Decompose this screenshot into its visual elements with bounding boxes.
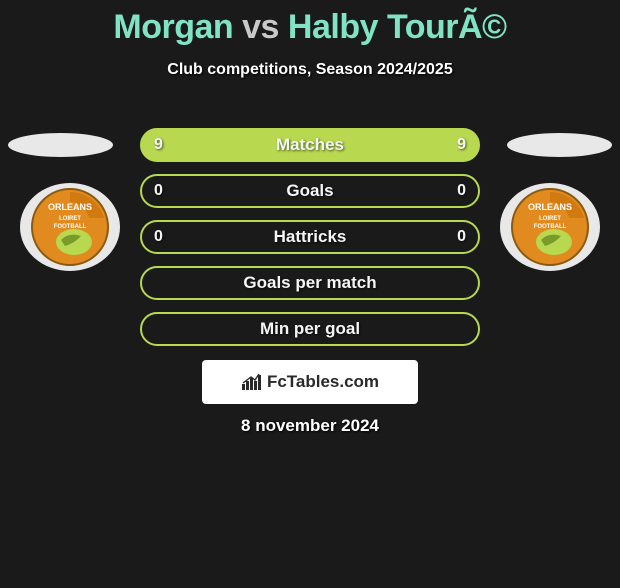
- stat-value-right: 0: [457, 228, 466, 246]
- stat-value-right: 9: [457, 136, 466, 154]
- page-title: Morgan vs Halby TourÃ©: [0, 8, 620, 47]
- svg-text:LOIRET: LOIRET: [539, 216, 561, 222]
- vs-separator: vs: [233, 8, 288, 46]
- stat-label: Hattricks: [274, 227, 347, 247]
- player2-name: Halby TourÃ©: [288, 8, 507, 46]
- svg-text:LOIRET: LOIRET: [59, 216, 81, 222]
- stats-rows: 9 Matches 9 0 Goals 0 0 Hattricks 0 Goals per mat…: [140, 128, 480, 358]
- stat-row: Min per goal: [140, 312, 480, 346]
- stat-label: Min per goal: [260, 319, 360, 339]
- svg-text:ORLEANS: ORLEANS: [528, 202, 572, 212]
- badge-bg: [500, 183, 600, 271]
- stat-row: 0 Hattricks 0: [140, 220, 480, 254]
- player1-club-badge: ORLEANS LOIRET FOOTBALL: [20, 183, 120, 271]
- badge-bg: [20, 183, 120, 271]
- svg-text:FOOTBALL: FOOTBALL: [534, 224, 567, 230]
- orleans-badge-icon: ORLEANS LOIRET FOOTBALL: [31, 188, 109, 266]
- brand-label: FcTables.com: [267, 372, 379, 392]
- subtitle: Club competitions, Season 2024/2025: [0, 61, 620, 79]
- bars-icon: [241, 373, 263, 391]
- stat-value-right: 0: [457, 182, 466, 200]
- player1-name: Morgan: [113, 8, 233, 46]
- player1-avatar-placeholder: [8, 133, 113, 157]
- stat-row: 0 Goals 0: [140, 174, 480, 208]
- player2-club-badge: ORLEANS LOIRET FOOTBALL: [500, 183, 600, 271]
- svg-text:FOOTBALL: FOOTBALL: [54, 224, 87, 230]
- stat-label: Goals per match: [243, 273, 376, 293]
- stat-row: Goals per match: [140, 266, 480, 300]
- brand-box: FcTables.com: [202, 360, 418, 404]
- date-label: 8 november 2024: [0, 416, 620, 436]
- stat-value-left: 0: [154, 182, 163, 200]
- stat-label: Matches: [276, 135, 344, 155]
- stat-value-left: 0: [154, 228, 163, 246]
- stat-row: 9 Matches 9: [140, 128, 480, 162]
- orleans-badge-icon: ORLEANS LOIRET FOOTBALL: [511, 188, 589, 266]
- stat-value-left: 9: [154, 136, 163, 154]
- player2-avatar-placeholder: [507, 133, 612, 157]
- stat-label: Goals: [286, 181, 333, 201]
- brand-text: FcTables.com: [241, 372, 379, 392]
- svg-text:ORLEANS: ORLEANS: [48, 202, 92, 212]
